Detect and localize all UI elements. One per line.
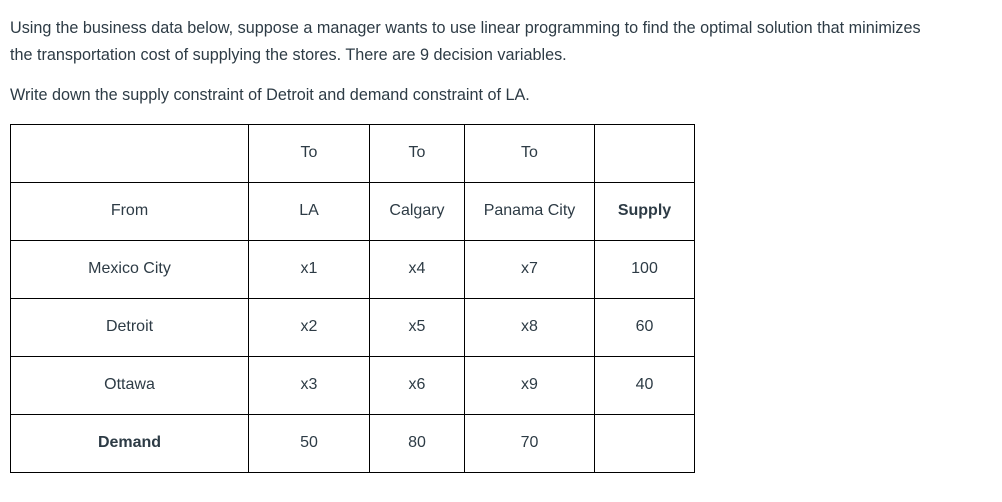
table-header-from: From	[10, 182, 249, 241]
table-row-column-headers: From LA Calgary Panama City Supply	[10, 182, 695, 241]
table-cell-origin: Detroit	[10, 298, 249, 357]
table-cell-variable: x8	[464, 298, 595, 357]
table-cell-demand-label: Demand	[10, 414, 249, 473]
question-line-2: the transportation cost of supplying the…	[10, 46, 567, 64]
question-text: Using the business data below, suppose a…	[10, 15, 1002, 109]
table-row-demand: Demand 50 80 70	[10, 414, 695, 473]
table-cell-supply: 100	[594, 240, 695, 299]
table-cell-to: To	[464, 124, 595, 183]
table-cell-variable: x6	[369, 356, 465, 415]
table-cell-to: To	[248, 124, 370, 183]
table-cell-empty	[594, 124, 695, 183]
instruction-paragraph: Write down the supply constraint of Detr…	[10, 86, 530, 104]
table-cell-demand: 70	[464, 414, 595, 473]
table-row-to-header: To To To	[10, 124, 695, 183]
table-cell-origin: Ottawa	[10, 356, 249, 415]
table-cell-variable: x9	[464, 356, 595, 415]
table-cell-demand: 50	[248, 414, 370, 473]
table-header-supply: Supply	[594, 182, 695, 241]
table-cell-supply: 60	[594, 298, 695, 357]
table-header-calgary: Calgary	[369, 182, 465, 241]
table-cell-variable: x3	[248, 356, 370, 415]
table-cell-empty	[594, 414, 695, 473]
table-row: Detroit x2 x5 x8 60	[10, 298, 695, 357]
table-cell-origin: Mexico City	[10, 240, 249, 299]
question-line-1: Using the business data below, suppose a…	[10, 19, 921, 37]
table-cell-variable: x5	[369, 298, 465, 357]
table-cell-variable: x2	[248, 298, 370, 357]
transportation-table: To To To From LA Calgary Panama City Sup…	[10, 124, 695, 473]
table-row: Ottawa x3 x6 x9 40	[10, 356, 695, 415]
table-cell-to: To	[369, 124, 465, 183]
question-paragraph: Using the business data below, suppose a…	[10, 15, 1002, 69]
table-row: Mexico City x1 x4 x7 100	[10, 240, 695, 299]
table-cell-variable: x1	[248, 240, 370, 299]
table-header-la: LA	[248, 182, 370, 241]
table-cell-demand: 80	[369, 414, 465, 473]
table-cell-variable: x4	[369, 240, 465, 299]
table-cell-supply: 40	[594, 356, 695, 415]
table-cell-variable: x7	[464, 240, 595, 299]
table-cell-empty	[10, 124, 249, 183]
table-header-panama-city: Panama City	[464, 182, 595, 241]
